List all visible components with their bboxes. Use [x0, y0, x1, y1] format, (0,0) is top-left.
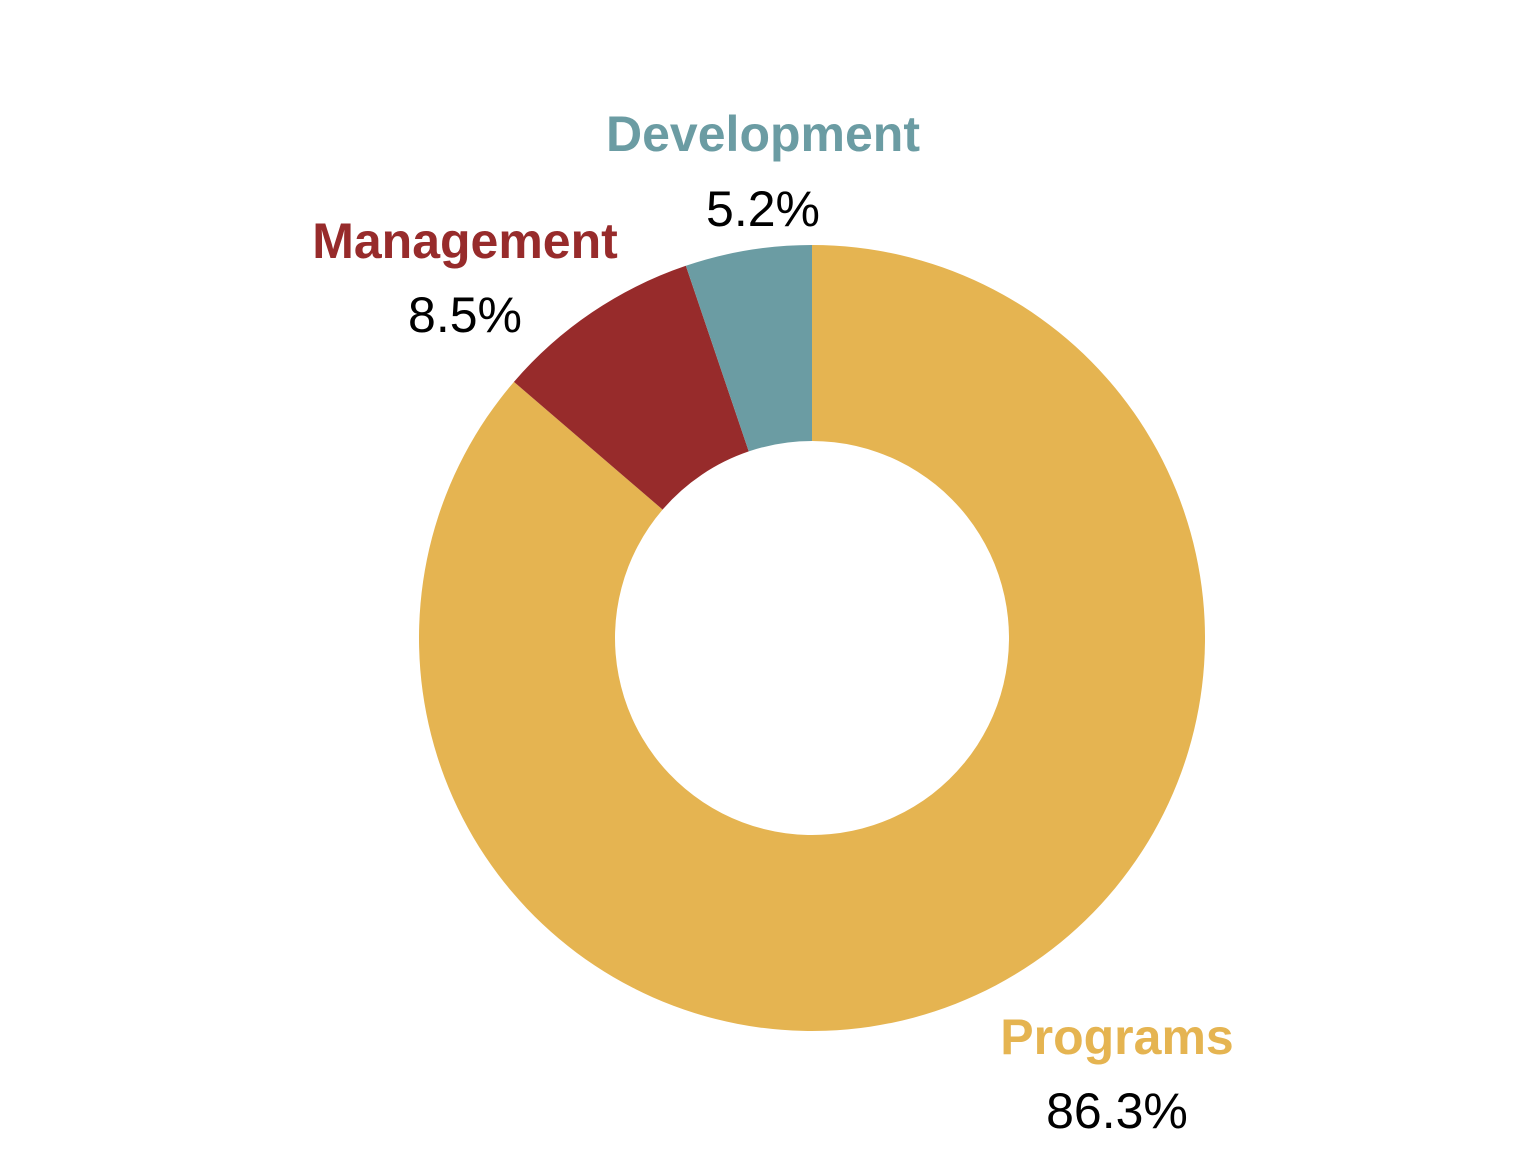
slice-value-programs: 86.3%: [1046, 1083, 1188, 1139]
slice-development: [685, 245, 812, 452]
slice-programs: [418, 245, 1205, 1031]
slice-value-management: 8.5%: [408, 287, 522, 343]
slice-management: [513, 265, 749, 510]
donut-slices: [418, 245, 1205, 1031]
slice-label-development: Development: [606, 106, 920, 162]
slice-label-management: Management: [312, 213, 618, 269]
slice-label-programs: Programs: [1000, 1009, 1233, 1065]
slice-value-development: 5.2%: [706, 181, 820, 237]
